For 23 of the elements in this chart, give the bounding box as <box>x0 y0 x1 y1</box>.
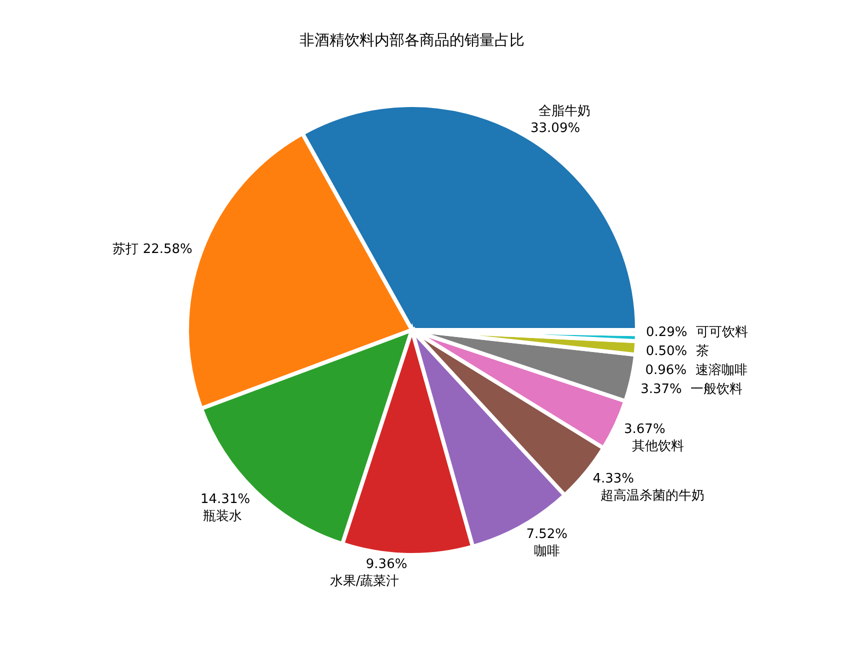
data-label: 4.33% <box>592 472 634 487</box>
data-label: 0.96% <box>645 363 687 378</box>
slice-label: 其他饮料 <box>632 439 684 454</box>
data-label: 33.09% <box>530 121 580 136</box>
slice-label: 瓶装水 <box>203 508 242 524</box>
data-label: 3.37% <box>640 382 682 398</box>
slice-label: 苏打 <box>112 242 138 258</box>
data-label: 22.58% <box>142 242 192 258</box>
slice-label: 全脂牛奶 <box>538 104 591 120</box>
data-label: 0.50% <box>646 344 688 360</box>
data-label: 9.36% <box>366 556 408 572</box>
slice-label: 茶 <box>696 344 709 360</box>
slice-label: 水果/蔬菜汁 <box>330 574 400 589</box>
slice-label: 一般饮料 <box>690 382 743 398</box>
data-label: 14.31% <box>200 492 250 507</box>
slice-label: 超高温杀菌的牛奶 <box>600 488 705 504</box>
slice-label: 速溶咖啡 <box>695 362 748 378</box>
data-label: 3.67% <box>624 422 666 438</box>
slice-label: 咖啡 <box>534 544 560 560</box>
slice-label: 可可饮料 <box>696 325 748 340</box>
data-label: 0.29% <box>646 325 688 340</box>
data-label: 7.52% <box>526 527 568 542</box>
chart-title: 非酒精饮料内部各商品的销量占比 <box>300 31 524 49</box>
